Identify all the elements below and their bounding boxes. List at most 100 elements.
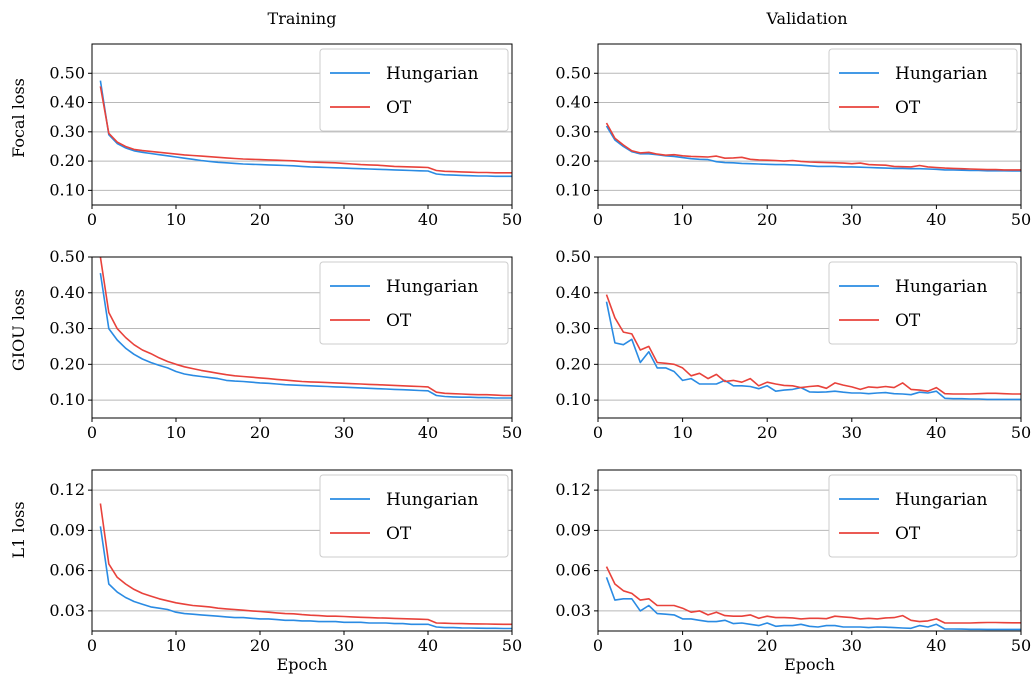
x-axis-label: Epoch [277, 655, 328, 674]
y-tick-label: 0.50 [555, 63, 591, 82]
row-label-l1: L1 loss [9, 501, 28, 558]
y-tick-label: 0.10 [555, 390, 591, 409]
x-tick-label: 20 [757, 210, 777, 229]
x-tick-label: 50 [1011, 423, 1031, 442]
y-tick-label: 0.20 [49, 151, 85, 170]
column-title-validation: Validation [765, 9, 847, 28]
series-line-hungarian [605, 301, 1021, 401]
legend-label-hungarian: Hungarian [386, 277, 478, 297]
y-tick-label: 0.30 [555, 319, 591, 338]
y-tick-label: 0.20 [555, 151, 591, 170]
series-line-hungarian [605, 577, 1021, 631]
legend: Hungarian OT [828, 48, 1018, 132]
y-tick-label: 0.40 [555, 93, 591, 112]
legend-label-ot: OT [895, 524, 921, 544]
x-tick-label: 20 [757, 423, 777, 442]
x-tick-label: 0 [87, 210, 97, 229]
y-tick-label: 0.10 [555, 180, 591, 199]
x-tick-label: 20 [250, 210, 270, 229]
y-tick-label: 0.06 [49, 561, 85, 580]
legend-label-ot: OT [895, 311, 921, 331]
x-tick-label: 30 [842, 423, 862, 442]
y-tick-label: 0.50 [49, 247, 85, 266]
x-tick-label: 0 [87, 423, 97, 442]
series-line-ot [99, 257, 512, 397]
x-tick-label: 10 [672, 210, 692, 229]
legend-box [319, 48, 509, 132]
legend: Hungarian OT [319, 261, 509, 345]
legend-label-ot: OT [386, 311, 412, 331]
axes-frame [597, 256, 1022, 419]
legend-label-ot: OT [895, 98, 921, 118]
x-tick-label: 20 [250, 636, 270, 655]
axes-frame [597, 43, 1022, 206]
y-tick-label: 0.30 [555, 122, 591, 141]
y-tick-label: 0.10 [49, 180, 85, 199]
column-title-training: Training [268, 9, 337, 28]
row-label-giou: GIOU loss [9, 289, 28, 371]
legend-box [319, 261, 509, 345]
legend-label-hungarian: Hungarian [386, 490, 478, 510]
x-tick-label: 40 [418, 423, 438, 442]
y-tick-label: 0.30 [49, 319, 85, 338]
y-tick-label: 0.03 [49, 601, 85, 620]
axes-frame [91, 43, 513, 206]
y-tick-label: 0.40 [49, 283, 85, 302]
series-line-ot [99, 86, 512, 174]
chart-panel-4: 0.03 0.06 0.09 0.12 0 10 20 30 40 50 Epoch Hungaria… [49, 469, 522, 674]
legend-label-hungarian: Hungarian [895, 490, 987, 510]
y-tick-label: 0.09 [555, 520, 591, 539]
x-tick-label: 30 [334, 423, 354, 442]
legend-label-hungarian: Hungarian [895, 64, 987, 84]
x-tick-label: 10 [672, 423, 692, 442]
x-tick-label: 50 [502, 636, 522, 655]
series-line-hungarian [605, 125, 1021, 172]
x-tick-label: 20 [250, 423, 270, 442]
y-tick-label: 0.50 [555, 247, 591, 266]
chart-panel-2: 0.10 0.20 0.30 0.40 0.50 0 10 20 30 40 50 Hungarian… [49, 247, 522, 442]
x-tick-label: 50 [1011, 636, 1031, 655]
series-line-hungarian [99, 80, 512, 178]
legend-label-hungarian: Hungarian [895, 277, 987, 297]
legend-box [828, 474, 1018, 558]
x-tick-label: 30 [842, 636, 862, 655]
y-tick-label: 0.10 [49, 390, 85, 409]
chart-panel-3: 0.10 0.20 0.30 0.40 0.50 0 10 20 30 40 50 Hungarian… [555, 247, 1031, 442]
y-tick-label: 0.30 [49, 122, 85, 141]
series-line-ot [99, 503, 512, 626]
legend: Hungarian OT [828, 261, 1018, 345]
y-tick-label: 0.20 [555, 354, 591, 373]
y-tick-label: 0.20 [49, 354, 85, 373]
series-line-hungarian [99, 526, 512, 630]
x-tick-label: 40 [418, 636, 438, 655]
legend-box [828, 48, 1018, 132]
legend-box [319, 474, 509, 558]
x-tick-label: 40 [926, 423, 946, 442]
series-line-hungarian [99, 272, 512, 399]
y-tick-label: 0.06 [555, 561, 591, 580]
chart-panel-5: 0.03 0.06 0.09 0.12 0 10 20 30 40 50 Epoch Hungaria… [555, 469, 1031, 674]
x-tick-label: 50 [1011, 210, 1031, 229]
legend-box [828, 261, 1018, 345]
legend-label-ot: OT [386, 524, 412, 544]
legend: Hungarian OT [319, 48, 509, 132]
x-tick-label: 0 [593, 636, 603, 655]
legend: Hungarian OT [828, 474, 1018, 558]
chart-panel-0: 0.10 0.20 0.30 0.40 0.50 0 10 20 30 40 50 Hungarian… [49, 43, 522, 229]
x-tick-label: 30 [334, 210, 354, 229]
x-tick-label: 20 [757, 636, 777, 655]
legend: Hungarian OT [319, 474, 509, 558]
axes-frame [91, 256, 513, 419]
y-tick-label: 0.12 [555, 480, 591, 499]
x-tick-label: 50 [502, 210, 522, 229]
y-tick-label: 0.40 [555, 283, 591, 302]
x-tick-label: 30 [842, 210, 862, 229]
y-tick-label: 0.12 [49, 480, 85, 499]
x-axis-label: Epoch [784, 655, 835, 674]
y-tick-label: 0.40 [49, 93, 85, 112]
series-line-ot [605, 566, 1021, 624]
x-tick-label: 40 [926, 636, 946, 655]
x-tick-label: 10 [166, 636, 186, 655]
x-tick-label: 50 [502, 423, 522, 442]
